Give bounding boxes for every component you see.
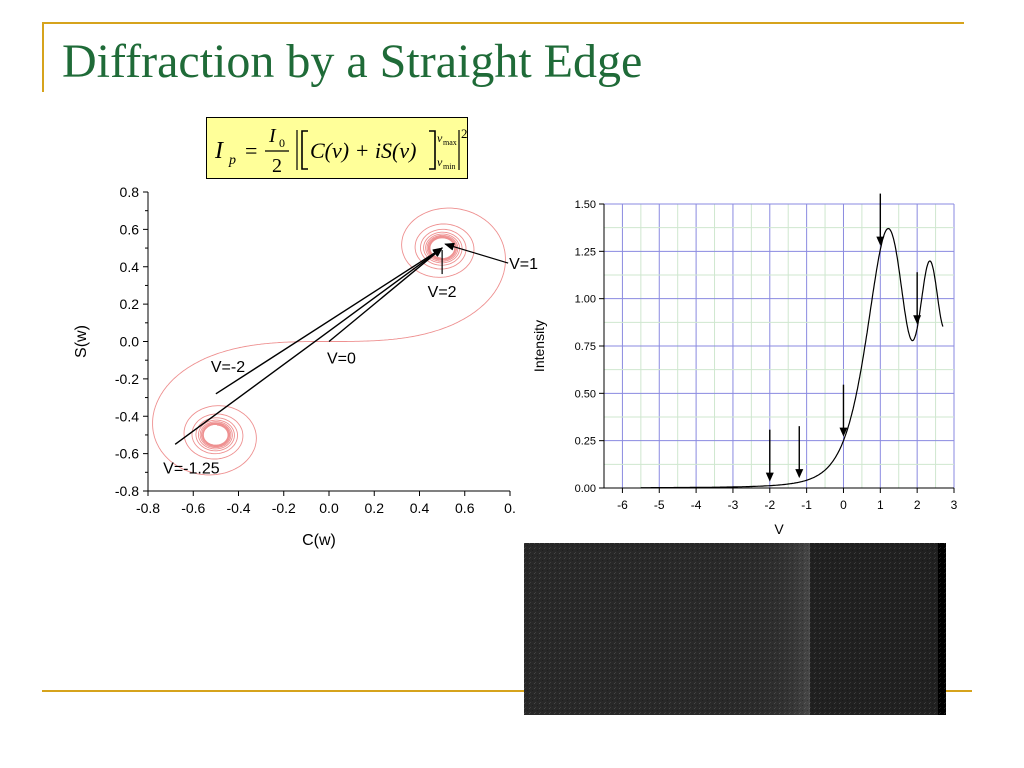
- intensity-chart: 0.00 0.25 0.50 0.75 1.00 1.25 1.50 -6 -5 -4 -3 -2 -1…: [531, 193, 958, 537]
- int-y-tick-label: 0.00: [575, 483, 596, 495]
- x-tick-label: -0.8: [136, 500, 160, 516]
- int-x-tick-label: -4: [691, 498, 702, 512]
- int-y-tick-label: 1.25: [575, 246, 596, 258]
- formula-num-sub: 0: [279, 136, 285, 150]
- marker-arrowhead: [913, 315, 922, 325]
- label-v-1: V=1: [509, 256, 538, 273]
- x-tick-label: 0.2: [365, 500, 385, 516]
- slide-title: Diffraction by a Straight Edge: [62, 35, 643, 88]
- x-tick-label: -0.6: [181, 500, 205, 516]
- marker-arrowhead: [795, 469, 804, 479]
- formula-lhs-sub: p: [228, 153, 236, 168]
- int-x-tick-label: -1: [801, 498, 812, 512]
- x-tick-label: -0.4: [226, 500, 250, 516]
- y-tick-label: -0.4: [115, 408, 139, 424]
- y-tick-label: 0.6: [120, 221, 140, 237]
- x-tick-label: 0.0: [319, 500, 339, 516]
- upper-limit-sub: max: [443, 138, 457, 147]
- marker-arrowhead: [765, 472, 774, 482]
- y-tick-label: 0.2: [120, 296, 140, 312]
- int-y-tick-label: 0.25: [575, 436, 596, 448]
- label-v-2: V=2: [428, 284, 457, 301]
- x-tick-label: -0.2: [272, 500, 296, 516]
- phasor-vector: [328, 247, 443, 343]
- formula-box: I p = I 0 2 C(v) + iS(v) v max v min 2: [206, 117, 468, 179]
- lower-limit-sub: min: [443, 162, 455, 171]
- formula-exponent: 2: [461, 126, 468, 141]
- int-x-tick-label: 1: [877, 498, 884, 512]
- int-x-axis-label: V: [774, 521, 784, 537]
- marker-arrowhead: [876, 236, 885, 246]
- label-v-minus-2: V=-2: [211, 359, 245, 376]
- int-y-axis-label: Intensity: [531, 320, 547, 372]
- lower-limit: v: [437, 155, 443, 169]
- int-x-tick-label: 2: [914, 498, 921, 512]
- int-x-tick-label: -3: [728, 498, 739, 512]
- right-bracket: [429, 130, 436, 170]
- side-rule: [42, 22, 44, 92]
- int-y-tick-label: 1.50: [575, 199, 596, 211]
- int-y-tick-label: 0.75: [575, 341, 596, 353]
- intensity-curve: [640, 227, 944, 489]
- pointer-v-1: [444, 242, 509, 264]
- photo-grain: [524, 543, 946, 715]
- y-tick-label: 0.8: [120, 184, 140, 200]
- phasor-vector: [174, 247, 443, 445]
- y-tick-label: -0.2: [115, 371, 139, 387]
- left-bracket: [301, 130, 308, 170]
- top-rule: [42, 22, 964, 24]
- formula-equals: =: [245, 138, 257, 163]
- int-x-tick-label: -2: [764, 498, 775, 512]
- fringe-photograph: [524, 543, 946, 715]
- bottom-rule: [42, 690, 972, 692]
- formula-den: 2: [272, 155, 282, 177]
- int-x-tick-label: -6: [617, 498, 628, 512]
- phasor-vector: [215, 247, 443, 395]
- cornu-spiral-chart: -0.8 -0.6 -0.4 -0.2 0.0 0.2 0.4 0.6 0.8 -0.8 -0.6 -…: [73, 184, 538, 549]
- int-x-tick-label: 3: [951, 498, 958, 512]
- formula-body: C(v) + iS(v): [310, 138, 416, 163]
- int-x-tick-label: 0: [840, 498, 847, 512]
- y-tick-label: 0.0: [120, 334, 140, 350]
- marker-arrowhead: [839, 427, 848, 437]
- formula-lhs: I: [214, 138, 224, 164]
- int-x-tick-label: -5: [654, 498, 665, 512]
- y-tick-label: 0.4: [120, 259, 140, 275]
- y-tick-label: -0.8: [115, 483, 139, 499]
- x-tick-label: 0.: [504, 500, 516, 516]
- int-y-tick-label: 0.50: [575, 388, 596, 400]
- upper-limit: v: [437, 131, 443, 145]
- label-v-0: V=0: [327, 351, 356, 368]
- y-axis-label: S(w): [73, 325, 90, 358]
- x-tick-label: 0.4: [410, 500, 430, 516]
- formula-num: I: [268, 125, 277, 147]
- label-v-minus-1-25: V=-1.25: [163, 460, 220, 477]
- y-tick-label: -0.6: [115, 446, 139, 462]
- x-axis-label: C(w): [302, 532, 336, 549]
- int-y-tick-label: 1.00: [575, 294, 596, 306]
- x-tick-label: 0.6: [455, 500, 475, 516]
